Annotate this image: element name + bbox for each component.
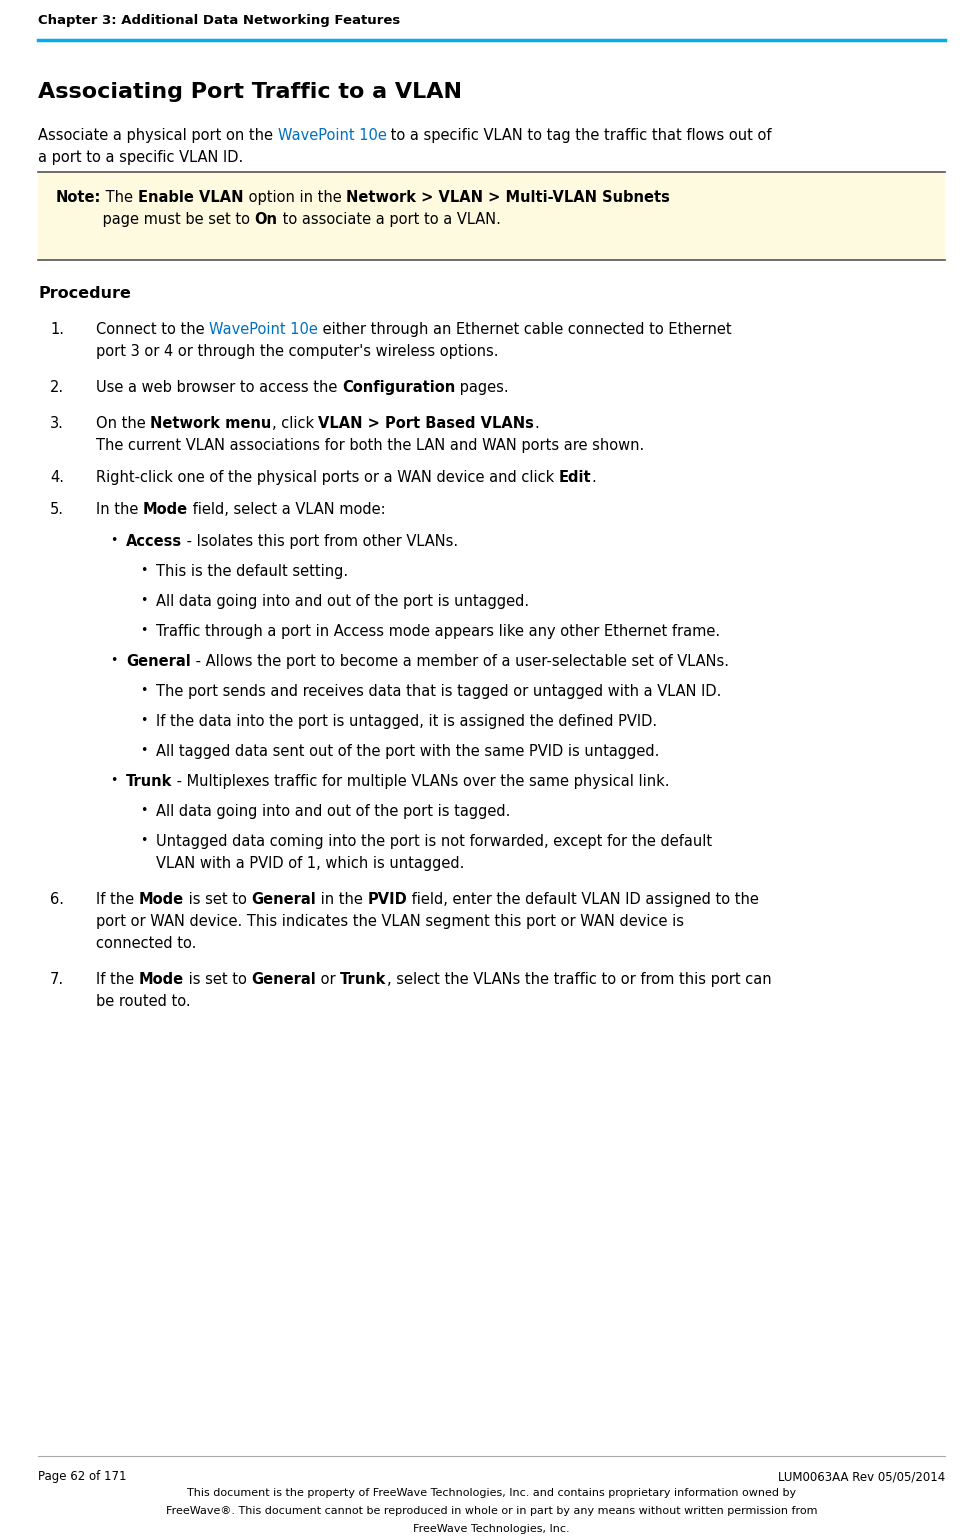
Text: .: .: [534, 415, 539, 431]
Text: - Multiplexes traffic for multiple VLANs over the same physical link.: - Multiplexes traffic for multiple VLANs…: [173, 774, 670, 789]
Text: Use a web browser to access the: Use a web browser to access the: [96, 380, 342, 395]
Text: Mode: Mode: [138, 892, 184, 907]
Text: , select the VLANs the traffic to or from this port can: , select the VLANs the traffic to or fro…: [387, 972, 771, 987]
Text: port or WAN device. This indicates the VLAN segment this port or WAN device is: port or WAN device. This indicates the V…: [96, 914, 684, 929]
Text: Traffic through a port in Access mode appears like any other Ethernet frame.: Traffic through a port in Access mode ap…: [156, 624, 721, 638]
Text: This is the default setting.: This is the default setting.: [156, 564, 348, 578]
Text: This document is the property of FreeWave Technologies, Inc. and contains propri: This document is the property of FreeWav…: [187, 1487, 796, 1498]
Text: •: •: [140, 744, 147, 757]
Text: General: General: [126, 654, 191, 669]
Text: Chapter 3: Additional Data Networking Features: Chapter 3: Additional Data Networking Fe…: [38, 14, 401, 28]
Text: Access: Access: [126, 534, 182, 549]
Text: option in the: option in the: [244, 191, 346, 205]
Text: •: •: [110, 654, 117, 667]
Text: Enable VLAN: Enable VLAN: [138, 191, 244, 205]
Text: WavePoint 10e: WavePoint 10e: [210, 321, 318, 337]
Text: port 3 or 4 or through the computer's wireless options.: port 3 or 4 or through the computer's wi…: [96, 345, 498, 358]
Text: •: •: [140, 834, 147, 847]
Text: •: •: [140, 564, 147, 577]
Text: General: General: [252, 972, 316, 987]
Text: The port sends and receives data that is tagged or untagged with a VLAN ID.: The port sends and receives data that is…: [156, 684, 722, 698]
Text: Untagged data coming into the port is not forwarded, except for the default: Untagged data coming into the port is no…: [156, 834, 712, 849]
Text: •: •: [140, 624, 147, 637]
Text: 3.: 3.: [50, 415, 64, 431]
Text: FreeWave Technologies, Inc.: FreeWave Technologies, Inc.: [413, 1524, 569, 1533]
Text: - Isolates this port from other VLANs.: - Isolates this port from other VLANs.: [182, 534, 458, 549]
Text: is set to: is set to: [184, 972, 252, 987]
Text: 2.: 2.: [50, 380, 64, 395]
Text: VLAN > Port Based VLANs: VLAN > Port Based VLANs: [319, 415, 534, 431]
Text: be routed to.: be routed to.: [96, 994, 191, 1009]
Text: Trunk: Trunk: [340, 972, 387, 987]
Text: to associate a port to a VLAN.: to associate a port to a VLAN.: [278, 212, 500, 228]
Text: field, select a VLAN mode:: field, select a VLAN mode:: [188, 501, 386, 517]
Text: 4.: 4.: [50, 471, 64, 484]
Text: in the: in the: [316, 892, 368, 907]
Text: •: •: [140, 594, 147, 608]
Text: 6.: 6.: [50, 892, 64, 907]
Text: or: or: [316, 972, 340, 987]
Text: 7.: 7.: [50, 972, 64, 987]
Text: 1.: 1.: [50, 321, 64, 337]
Text: Note:: Note:: [56, 191, 101, 205]
Text: , click: , click: [272, 415, 319, 431]
Text: 5.: 5.: [50, 501, 64, 517]
Text: to a specific VLAN to tag the traffic that flows out of: to a specific VLAN to tag the traffic th…: [386, 128, 772, 143]
Text: is set to: is set to: [184, 892, 252, 907]
Text: All data going into and out of the port is tagged.: All data going into and out of the port …: [156, 804, 510, 820]
Text: Mode: Mode: [143, 501, 188, 517]
Text: pages.: pages.: [455, 380, 509, 395]
Text: If the data into the port is untagged, it is assigned the defined PVID.: If the data into the port is untagged, i…: [156, 714, 657, 729]
Text: The: The: [101, 191, 138, 205]
Text: a port to a specific VLAN ID.: a port to a specific VLAN ID.: [38, 151, 243, 165]
Bar: [38, 172, 945, 260]
Text: LUM0063AA Rev 05/05/2014: LUM0063AA Rev 05/05/2014: [778, 1470, 945, 1483]
Text: The current VLAN associations for both the LAN and WAN ports are shown.: The current VLAN associations for both t…: [96, 438, 644, 454]
Text: Network menu: Network menu: [150, 415, 272, 431]
Text: If the: If the: [96, 972, 138, 987]
Text: Network > VLAN > Multi-VLAN Subnets: Network > VLAN > Multi-VLAN Subnets: [346, 191, 670, 205]
Text: Page 62 of 171: Page 62 of 171: [38, 1470, 127, 1483]
Text: connected to.: connected to.: [96, 937, 196, 950]
Text: •: •: [140, 804, 147, 817]
Text: .: .: [592, 471, 597, 484]
Text: PVID: PVID: [368, 892, 408, 907]
Text: - Allows the port to become a member of a user-selectable set of VLANs.: - Allows the port to become a member of …: [191, 654, 728, 669]
Text: Connect to the: Connect to the: [96, 321, 210, 337]
Text: Right-click one of the physical ports or a WAN device and click: Right-click one of the physical ports or…: [96, 471, 559, 484]
Text: Trunk: Trunk: [126, 774, 173, 789]
Text: On the: On the: [96, 415, 150, 431]
Text: FreeWave®. This document cannot be reproduced in whole or in part by any means w: FreeWave®. This document cannot be repro…: [166, 1506, 817, 1516]
Text: page must be set to: page must be set to: [84, 212, 254, 228]
Text: General: General: [252, 892, 316, 907]
Text: Procedure: Procedure: [38, 286, 131, 301]
Text: All tagged data sent out of the port with the same PVID is untagged.: All tagged data sent out of the port wit…: [156, 744, 659, 758]
Text: Mode: Mode: [138, 972, 184, 987]
Text: Edit: Edit: [559, 471, 592, 484]
Text: In the: In the: [96, 501, 143, 517]
Text: Configuration: Configuration: [342, 380, 455, 395]
Text: •: •: [110, 534, 117, 548]
Text: If the: If the: [96, 892, 138, 907]
Text: WavePoint 10e: WavePoint 10e: [278, 128, 386, 143]
Text: •: •: [110, 774, 117, 787]
Text: Associate a physical port on the: Associate a physical port on the: [38, 128, 278, 143]
Text: Associating Port Traffic to a VLAN: Associating Port Traffic to a VLAN: [38, 82, 462, 102]
Text: •: •: [140, 714, 147, 727]
Text: field, enter the default VLAN ID assigned to the: field, enter the default VLAN ID assigne…: [408, 892, 760, 907]
Text: •: •: [140, 684, 147, 697]
Text: All data going into and out of the port is untagged.: All data going into and out of the port …: [156, 594, 529, 609]
Text: VLAN with a PVID of 1, which is untagged.: VLAN with a PVID of 1, which is untagged…: [156, 857, 464, 871]
Text: On: On: [254, 212, 278, 228]
Text: either through an Ethernet cable connected to Ethernet: either through an Ethernet cable connect…: [318, 321, 732, 337]
